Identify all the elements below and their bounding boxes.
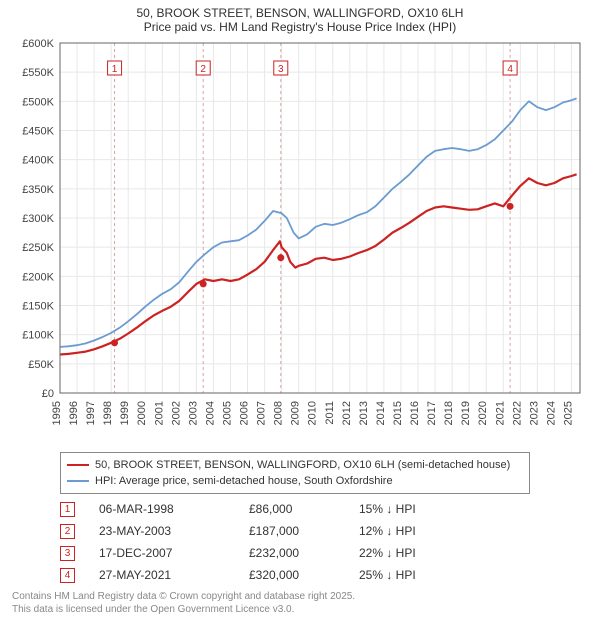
svg-text:£400K: £400K: [22, 155, 54, 167]
sale-price: £187,000: [249, 524, 359, 538]
sale-date: 06-MAR-1998: [99, 502, 249, 516]
svg-text:2013: 2013: [358, 401, 370, 425]
svg-text:2020: 2020: [477, 401, 489, 425]
chart-plot-area: £0 £50K £100K £150K £200K £250K £300K £350K £400…: [10, 38, 590, 438]
svg-text:2018: 2018: [443, 401, 455, 425]
sales-row: 4 27-MAY-2021£320,00025% ↓ HPI: [60, 564, 479, 586]
svg-text:2016: 2016: [409, 401, 421, 425]
sale-marker-badge: 4: [60, 568, 75, 583]
svg-text:4: 4: [507, 64, 513, 75]
sales-row: 1 06-MAR-1998£86,00015% ↓ HPI: [60, 498, 479, 520]
chart-title-line1: 50, BROOK STREET, BENSON, WALLINGFORD, O…: [0, 6, 600, 20]
sales-row: 2 23-MAY-2003£187,00012% ↓ HPI: [60, 520, 479, 542]
attribution-footer: Contains HM Land Registry data © Crown c…: [12, 590, 355, 616]
svg-text:£100K: £100K: [22, 330, 54, 342]
legend-swatch-price-paid: [67, 464, 89, 466]
svg-text:£150K: £150K: [22, 301, 54, 313]
legend-label-price-paid: 50, BROOK STREET, BENSON, WALLINGFORD, O…: [95, 457, 510, 473]
svg-text:2000: 2000: [136, 401, 148, 425]
legend-swatch-hpi: [67, 480, 89, 482]
footer-line1: Contains HM Land Registry data © Crown c…: [12, 590, 355, 603]
svg-text:1999: 1999: [119, 401, 131, 425]
svg-text:£500K: £500K: [22, 96, 54, 108]
svg-text:3: 3: [278, 64, 284, 75]
chart-container: { "title_line1": "50, BROOK STREET, BENS…: [0, 0, 600, 620]
sale-price: £86,000: [249, 502, 359, 516]
svg-text:2012: 2012: [341, 401, 353, 425]
svg-text:1998: 1998: [102, 401, 114, 425]
svg-text:2011: 2011: [324, 401, 336, 425]
legend-label-hpi: HPI: Average price, semi-detached house,…: [95, 473, 393, 489]
footer-line2: This data is licensed under the Open Gov…: [12, 603, 355, 616]
sale-hpi-delta: 15% ↓ HPI: [359, 502, 479, 516]
sales-row: 3 17-DEC-2007£232,00022% ↓ HPI: [60, 542, 479, 564]
svg-text:1996: 1996: [68, 401, 80, 425]
sale-price: £320,000: [249, 568, 359, 582]
svg-text:£0: £0: [42, 388, 54, 400]
svg-text:2010: 2010: [307, 401, 319, 425]
svg-text:2019: 2019: [460, 401, 472, 425]
svg-text:£450K: £450K: [22, 126, 54, 138]
svg-text:2009: 2009: [290, 401, 302, 425]
sale-marker-badge: 2: [60, 524, 75, 539]
svg-text:£250K: £250K: [22, 242, 54, 254]
sale-hpi-delta: 22% ↓ HPI: [359, 546, 479, 560]
svg-text:2024: 2024: [545, 401, 557, 425]
sale-hpi-delta: 12% ↓ HPI: [359, 524, 479, 538]
svg-text:£200K: £200K: [22, 271, 54, 283]
svg-text:2023: 2023: [528, 401, 540, 425]
svg-text:2014: 2014: [375, 401, 387, 425]
svg-text:2: 2: [200, 64, 206, 75]
line-chart-svg: £0 £50K £100K £150K £200K £250K £300K £350K £400…: [10, 38, 590, 438]
svg-text:2003: 2003: [187, 401, 199, 425]
legend-item-hpi: HPI: Average price, semi-detached house,…: [67, 473, 523, 489]
svg-text:£600K: £600K: [22, 38, 54, 50]
svg-text:£300K: £300K: [22, 213, 54, 225]
svg-text:2007: 2007: [256, 401, 268, 425]
svg-text:2022: 2022: [511, 401, 523, 425]
sale-date: 17-DEC-2007: [99, 546, 249, 560]
svg-text:2002: 2002: [170, 401, 182, 425]
svg-text:2017: 2017: [426, 401, 438, 425]
svg-text:2004: 2004: [204, 401, 216, 425]
legend: 50, BROOK STREET, BENSON, WALLINGFORD, O…: [60, 452, 530, 494]
chart-title-line2: Price paid vs. HM Land Registry's House …: [0, 20, 600, 34]
sale-marker-badge: 1: [60, 502, 75, 517]
sale-date: 27-MAY-2021: [99, 568, 249, 582]
svg-text:2005: 2005: [221, 401, 233, 425]
svg-text:£350K: £350K: [22, 184, 54, 196]
svg-text:£50K: £50K: [28, 359, 54, 371]
svg-text:1: 1: [112, 64, 118, 75]
svg-text:2025: 2025: [562, 401, 574, 425]
svg-text:2006: 2006: [239, 401, 251, 425]
chart-title-block: 50, BROOK STREET, BENSON, WALLINGFORD, O…: [0, 0, 600, 34]
legend-item-price-paid: 50, BROOK STREET, BENSON, WALLINGFORD, O…: [67, 457, 523, 473]
sale-marker-badge: 3: [60, 546, 75, 561]
svg-text:2021: 2021: [494, 401, 506, 425]
svg-text:£550K: £550K: [22, 67, 54, 79]
svg-text:2015: 2015: [392, 401, 404, 425]
sale-price: £232,000: [249, 546, 359, 560]
svg-text:1997: 1997: [85, 401, 97, 425]
sale-hpi-delta: 25% ↓ HPI: [359, 568, 479, 582]
svg-text:2008: 2008: [273, 401, 285, 425]
sales-table: 1 06-MAR-1998£86,00015% ↓ HPI 2 23-MAY-2003…: [60, 498, 479, 586]
svg-text:1995: 1995: [51, 401, 63, 425]
svg-text:2001: 2001: [153, 401, 165, 425]
sale-date: 23-MAY-2003: [99, 524, 249, 538]
